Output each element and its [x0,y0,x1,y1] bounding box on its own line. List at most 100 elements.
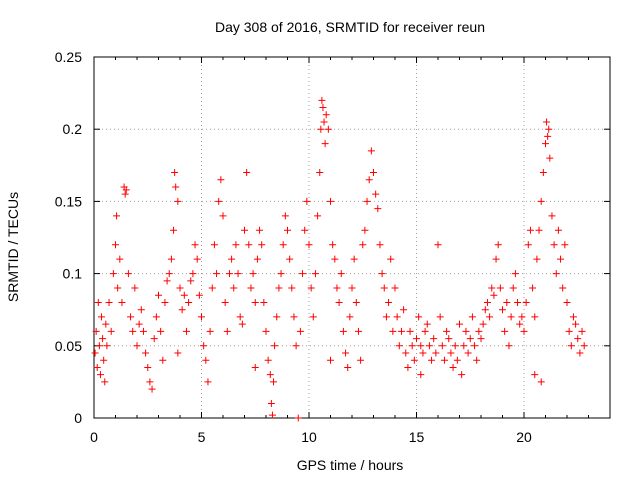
data-point [374,205,382,213]
data-point [102,320,110,328]
data-point [445,335,453,343]
x-tick-label: 5 [198,429,206,445]
data-point [548,212,556,220]
data-point [271,342,279,350]
data-point [152,313,160,321]
data-point [109,270,117,278]
data-point [238,320,246,328]
data-point [361,226,369,234]
data-point [93,363,101,371]
data-point [423,320,431,328]
data-point [477,335,485,343]
data-point [344,363,352,371]
data-point [389,327,397,335]
data-point [129,327,137,335]
data-point [200,342,208,350]
x-axis-label: GPS time / hours [297,457,404,473]
data-point [387,255,395,263]
data-point [96,371,104,379]
data-point [440,356,448,364]
data-point [490,291,498,299]
data-point [170,226,178,234]
data-point [249,270,257,278]
data-points [91,96,588,422]
data-point [327,197,334,205]
data-point [397,327,405,335]
data-point [447,349,455,357]
data-point [492,255,500,263]
data-point [357,356,365,364]
data-point [171,169,179,177]
data-point [288,284,296,292]
data-point [127,313,135,321]
data-point [210,241,218,249]
data-point [206,327,214,335]
data-point [262,327,270,335]
data-point [286,255,294,263]
data-point [561,241,569,249]
data-point [321,140,329,148]
data-point [430,335,438,343]
data-point [468,313,476,321]
data-point [466,335,474,343]
data-point [150,335,158,343]
x-tick-label: 15 [409,429,425,445]
data-point [518,313,526,321]
data-point [121,190,129,198]
data-point [264,356,272,364]
data-point [284,226,291,234]
data-point [535,226,543,234]
data-point [473,356,481,364]
chart-title: Day 308 of 2016, SRMTID for receiver reu… [215,19,485,35]
data-point [281,212,289,220]
data-point [124,270,132,278]
data-point [434,241,442,249]
data-point [475,327,483,335]
data-point [92,327,100,335]
data-point [277,270,285,278]
data-point [543,118,551,126]
data-point [98,313,106,321]
data-point [251,363,259,371]
data-point [496,284,504,292]
data-point [157,327,165,335]
data-point [232,241,240,249]
data-point [453,356,461,364]
data-point [410,356,418,364]
data-point [425,342,433,350]
data-point [569,313,577,321]
data-point [400,306,408,314]
data-point [557,255,565,263]
data-point [567,342,575,350]
data-point [402,349,410,357]
data-point [258,241,266,249]
data-point [395,342,403,350]
data-point [266,371,274,379]
data-point [348,284,356,292]
data-point [100,356,108,364]
data-point [522,298,530,306]
data-point [213,270,221,278]
data-point [182,327,190,335]
data-point [215,197,223,205]
data-point [486,313,494,321]
data-point [139,327,147,335]
data-point [245,241,253,249]
data-point [443,327,451,335]
data-point [354,327,362,335]
data-point [99,335,107,343]
data-point [514,298,522,306]
data-point [144,363,152,371]
data-point [256,226,264,234]
data-point [301,226,309,234]
data-point [432,349,440,357]
data-point [462,327,470,335]
data-point [103,342,111,350]
data-point [378,270,386,278]
data-point [509,284,517,292]
data-point [537,378,545,386]
data-point [95,342,103,350]
data-point [363,197,371,205]
data-point [483,298,491,306]
data-point [494,241,502,249]
